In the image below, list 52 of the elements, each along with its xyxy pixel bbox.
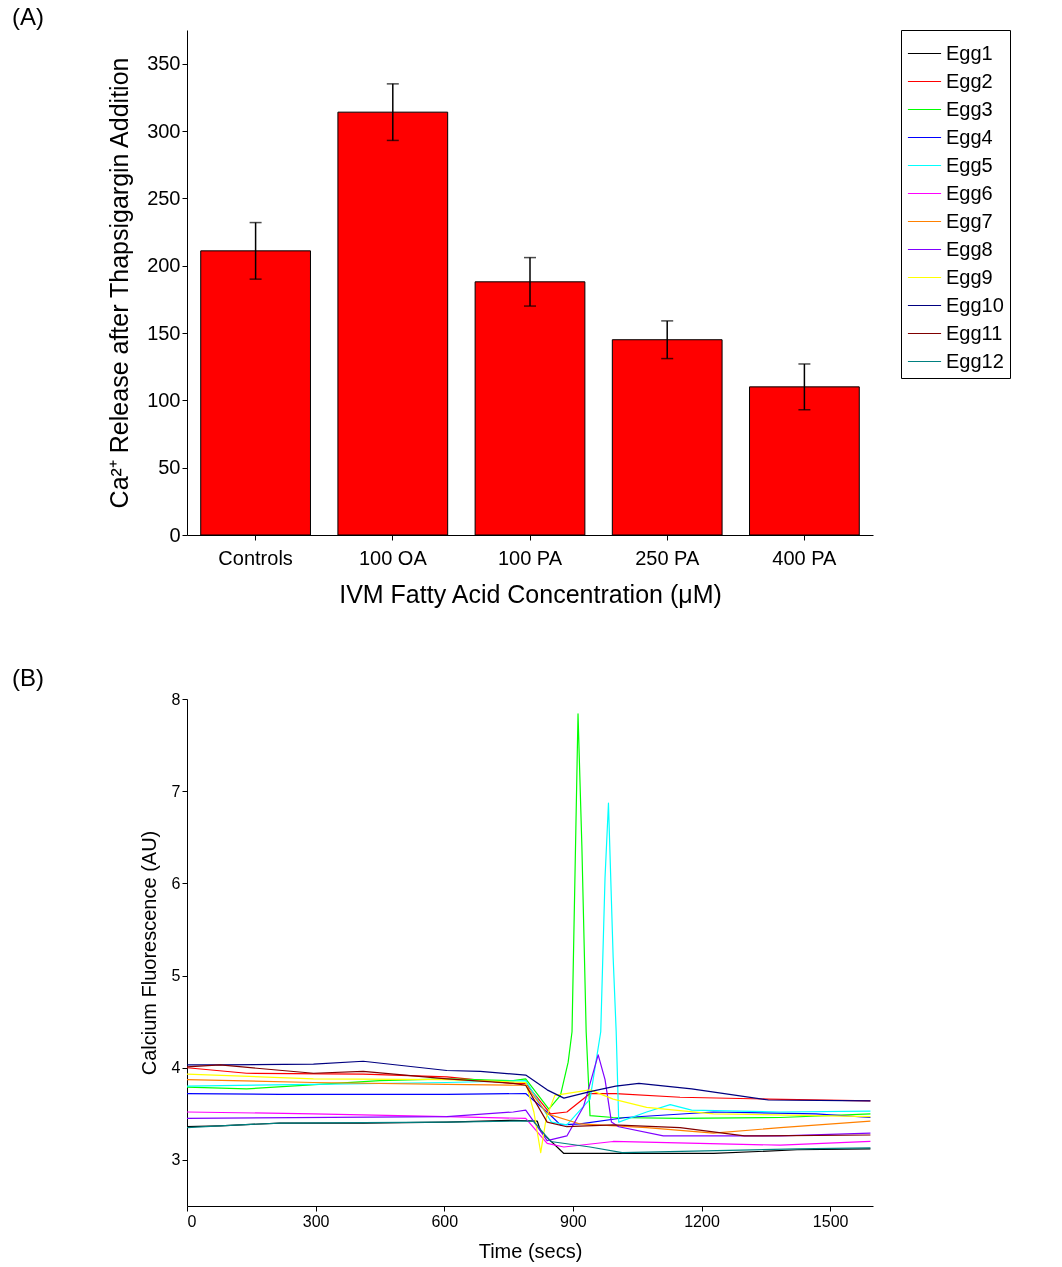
y-tick-label: 350 (147, 52, 181, 75)
legend-label: Egg7 (946, 209, 993, 232)
y-tick-label: 50 (158, 456, 181, 479)
legend-label: Egg5 (946, 153, 993, 176)
y-tick-label: 7 (171, 782, 181, 800)
legend-label: Egg6 (946, 181, 993, 204)
line-series (187, 1079, 872, 1134)
x-tick-label: 100 PA (497, 546, 563, 569)
legend-label: Egg3 (946, 97, 993, 120)
line-series (187, 1054, 872, 1142)
y-tick-label: 3 (171, 1151, 181, 1169)
y-tick-label: 200 (147, 254, 181, 277)
line-series (187, 1111, 872, 1148)
legend-label: Egg2 (946, 69, 993, 92)
line-series (187, 1092, 872, 1126)
y-tick-label: 250 (147, 186, 181, 209)
x-tick-label: 1500 (812, 1212, 849, 1230)
x-tick-label: 600 (431, 1212, 459, 1230)
legend-label: Egg10 (946, 293, 1004, 316)
x-tick-label: 900 (560, 1212, 587, 1230)
y-tick-label: 6 (171, 874, 181, 892)
x-tick-label: 400 PA (772, 546, 838, 569)
chart-title: (B) (12, 664, 44, 691)
x-tick-label: Controls (218, 546, 293, 569)
x-tick-label: 300 (302, 1212, 330, 1230)
y-tick-label: 100 (147, 388, 181, 411)
x-tick-label: 100 OA (358, 546, 428, 569)
legend-label: Egg11 (946, 321, 1003, 344)
legend-label: Egg4 (946, 125, 993, 148)
y-tick-label: 4 (171, 1059, 181, 1077)
y-axis-title: Calcium Fluorescence (AU) (137, 830, 160, 1076)
legend-label: Egg1 (946, 41, 993, 64)
y-tick-label: 5 (171, 967, 181, 985)
y-tick-label: 0 (169, 523, 181, 546)
line-series (187, 1064, 872, 1137)
line-series (187, 713, 872, 1120)
y-axis-title: Ca²⁺ Release after Thapsigargin Addition (105, 57, 134, 509)
line-series (187, 1060, 872, 1102)
legend-label: Egg9 (946, 265, 993, 288)
chart-title: (A) (12, 3, 44, 30)
x-tick-label: 250 PA (635, 546, 700, 569)
y-tick-label: 8 (171, 690, 181, 708)
legend-label: Egg8 (946, 237, 993, 260)
line-series (187, 1073, 872, 1154)
y-tick-label: 150 (147, 321, 181, 344)
legend-label: Egg12 (946, 349, 1004, 372)
y-tick-label: 300 (147, 119, 181, 142)
x-axis-title: Time (secs) (478, 1239, 583, 1262)
line-series (187, 802, 872, 1126)
x-tick-label: 0 (187, 1212, 197, 1230)
x-tick-label: 1200 (684, 1212, 720, 1230)
x-axis-title: IVM Fatty Acid Concentration (μM) (339, 579, 722, 608)
